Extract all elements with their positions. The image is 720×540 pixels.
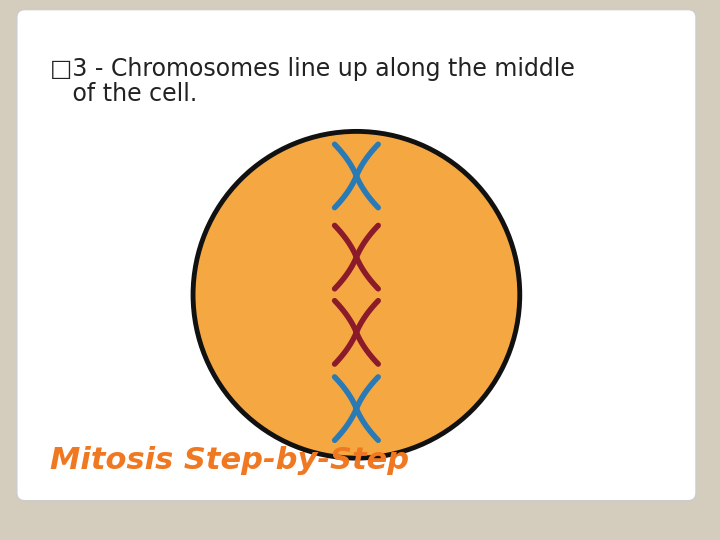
Text: of the cell.: of the cell. (50, 82, 197, 106)
Text: Mitosis Step-by-Step: Mitosis Step-by-Step (50, 446, 409, 475)
Text: □3 - Chromosomes line up along the middle: □3 - Chromosomes line up along the middl… (50, 57, 575, 81)
FancyBboxPatch shape (17, 10, 696, 501)
Circle shape (193, 131, 520, 458)
